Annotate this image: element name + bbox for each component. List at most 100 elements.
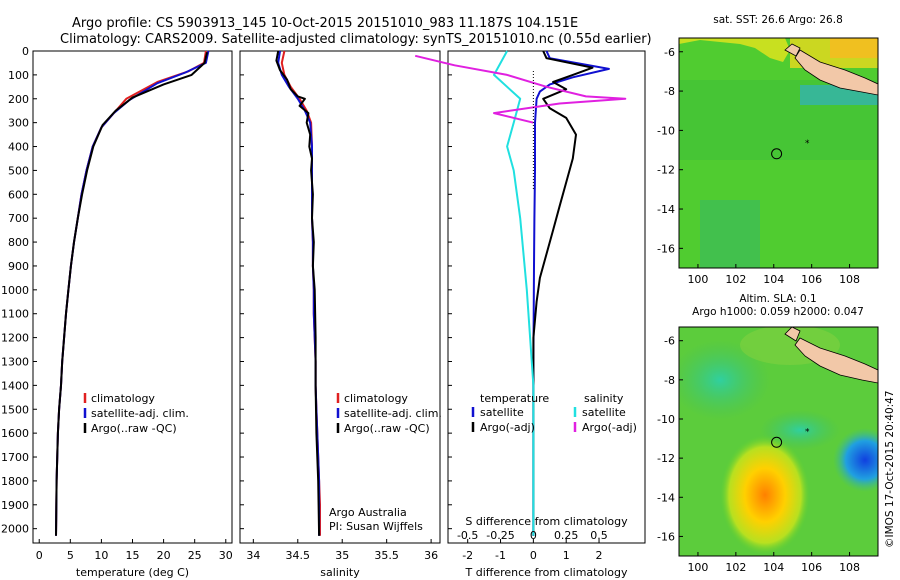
series-line	[532, 50, 594, 536]
map-y-tick-label: -10	[657, 413, 675, 426]
y-tick-label: 400	[8, 141, 29, 154]
map-x-tick-label: 108	[839, 273, 860, 286]
legend-label: Argo(-adj)	[582, 421, 637, 434]
imos-stamp: ©IMOS 17-Oct-2015 20:40:47	[884, 390, 896, 548]
y-tick-label: 1100	[1, 308, 29, 321]
map-y-tick-label: -8	[664, 85, 675, 98]
series-line	[493, 50, 535, 536]
series-line	[55, 50, 207, 536]
map-y-tick-label: -12	[657, 452, 675, 465]
sla-map-subtitle: Argo h1000: 0.059 h2000: 0.047	[692, 306, 864, 318]
sst-star-marker: *	[805, 139, 810, 149]
map-x-tick-label: 104	[763, 561, 784, 574]
map-x-tick-label: 104	[763, 273, 784, 286]
salinity-frame	[239, 50, 441, 544]
map-y-tick-label: -14	[657, 491, 675, 504]
x-tick-top-label: -0.25	[486, 529, 514, 542]
sla-float-marker	[771, 436, 783, 448]
map-y-tick-label: -12	[657, 164, 675, 177]
sla-map-frame	[678, 326, 879, 557]
difference-xlabel: T difference from climatology	[465, 566, 628, 579]
map-y-tick-label: -16	[657, 530, 675, 543]
map-y-tick-label: -16	[657, 242, 675, 255]
y-tick-label: 100	[8, 69, 29, 82]
legend-label: satellite-adj. clim.	[91, 407, 189, 420]
sst-float-marker	[771, 148, 783, 160]
y-tick-label: 1800	[1, 475, 29, 488]
legend-label: Argo(..raw -QC)	[344, 422, 430, 435]
x-tick-top-label: 0	[530, 529, 537, 542]
x-tick-label: 0	[36, 549, 43, 562]
x-tick-label: 34	[246, 549, 260, 562]
series-line	[55, 51, 209, 536]
x-tick-label: 2	[596, 549, 603, 562]
legend-label: satellite-adj. clim.	[344, 407, 442, 420]
map-x-tick-label: 100	[687, 273, 708, 286]
sst-map: * sat. SST: 26.6 Argo: 26.8 100 102 104 106…	[657, 14, 879, 286]
title-line-2: Climatology: CARS2009. Satellite-adjuste…	[60, 32, 652, 47]
y-tick-label: 1900	[1, 499, 29, 512]
x-tick-label: 30	[219, 549, 233, 562]
x-tick-label: 20	[157, 549, 171, 562]
x-tick-top-label: -0.5	[457, 529, 478, 542]
salinity-panel: 34 34.5 35 35.5 36 salinity	[239, 50, 441, 579]
legend-label: climatology	[91, 392, 155, 405]
legend-salinity-title: salinity	[584, 392, 624, 405]
y-tick-label: 900	[8, 260, 29, 273]
series-line	[275, 50, 321, 536]
map-y-tick-label: -8	[664, 374, 675, 387]
map-x-tick-label: 102	[725, 561, 746, 574]
map-x-tick-label: 106	[801, 561, 822, 574]
map-x-tick-label: 100	[687, 561, 708, 574]
map-x-tick-label: 102	[725, 273, 746, 286]
y-tick-label: 1000	[1, 284, 29, 297]
y-tick-label: 0	[22, 45, 29, 58]
sst-land	[794, 49, 878, 96]
y-tick-label: 1700	[1, 451, 29, 464]
y-tick-label: 200	[8, 93, 29, 106]
x-tick-label: 34.5	[286, 549, 311, 562]
legend-label: satellite	[582, 406, 626, 419]
sla-map: * Altim. SLA: 0.1 Argo h1000: 0.059 h200…	[657, 293, 879, 574]
pi-label: PI: Susan Wijffels	[329, 520, 423, 533]
legend-label: Argo(..raw -QC)	[91, 422, 177, 435]
x-tick-label: 36	[424, 549, 438, 562]
x-tick-label: 10	[94, 549, 108, 562]
x-tick-label: -2	[462, 549, 473, 562]
difference-panel: -2 -1 0 1 2 T difference from climatology	[414, 50, 646, 579]
difference-frame	[447, 50, 646, 544]
map-y-tick-label: -6	[664, 335, 675, 348]
y-tick-label: 2000	[1, 523, 29, 536]
x-tick-label: -1	[495, 549, 506, 562]
x-tick-label: 15	[126, 549, 140, 562]
y-tick-label: 800	[8, 236, 29, 249]
y-tick-label: 700	[8, 212, 29, 225]
legend-label: Argo(-adj)	[480, 421, 535, 434]
map-y-tick-label: -14	[657, 203, 675, 216]
argo-australia-label: Argo Australia	[329, 506, 407, 519]
x-tick-label: 5	[67, 549, 74, 562]
y-tick-label: 1500	[1, 403, 29, 416]
x-tick-label: 35.5	[374, 549, 399, 562]
y-tick-label: 1400	[1, 379, 29, 392]
sla-cold-anomaly	[833, 428, 878, 492]
difference-xlabel-top: S difference from climatology	[465, 515, 628, 528]
x-tick-label: 25	[188, 549, 202, 562]
map-y-tick-label: -10	[657, 124, 675, 137]
legend-temperature-title: temperature	[480, 392, 549, 405]
sla-land	[794, 337, 878, 384]
series-line	[55, 50, 210, 536]
map-x-tick-label: 106	[801, 273, 822, 286]
temperature-xlabel: temperature (deg C)	[76, 566, 189, 579]
y-tick-label: 500	[8, 164, 29, 177]
x-tick-label: 1	[563, 549, 570, 562]
x-tick-top-label: 0.5	[590, 529, 608, 542]
sla-warm-anomaly	[720, 435, 810, 555]
sla-star-marker: *	[805, 427, 810, 437]
y-tick-label: 300	[8, 117, 29, 130]
y-tick-label: 1600	[1, 427, 29, 440]
y-tick-label: 1300	[1, 355, 29, 368]
legend-label: climatology	[344, 392, 408, 405]
temperature-frame	[32, 50, 233, 544]
